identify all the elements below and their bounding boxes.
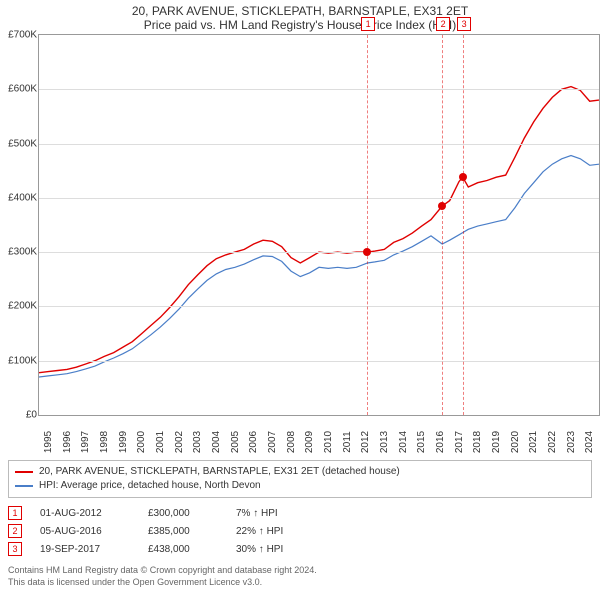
- y-axis-label: £0: [1, 410, 37, 421]
- legend-swatch: [15, 471, 33, 473]
- x-axis-label: 2005: [230, 431, 241, 453]
- y-axis-label: £600K: [1, 84, 37, 95]
- footer-attribution: Contains HM Land Registry data © Crown c…: [8, 564, 592, 588]
- sale-marker-box: 2: [436, 17, 450, 31]
- page-title: 20, PARK AVENUE, STICKLEPATH, BARNSTAPLE…: [0, 0, 600, 18]
- legend-row: HPI: Average price, detached house, Nort…: [15, 479, 585, 493]
- sale-marker-line: [442, 35, 443, 415]
- y-gridline: [39, 198, 599, 199]
- x-axis-label: 2001: [155, 431, 166, 453]
- sale-marker-line: [367, 35, 368, 415]
- page-subtitle: Price paid vs. HM Land Registry's House …: [0, 18, 600, 34]
- x-axis-label: 2003: [192, 431, 203, 453]
- sale-marker-box: 1: [361, 17, 375, 31]
- x-axis-label: 1998: [99, 431, 110, 453]
- sales-table: 1 01-AUG-2012 £300,000 7% ↑ HPI 2 05-AUG-2016…: [8, 504, 592, 558]
- series-property: [39, 87, 599, 373]
- x-axis-label: 2014: [398, 431, 409, 453]
- x-axis-label: 2007: [267, 431, 278, 453]
- sales-pct: 7% ↑ HPI: [236, 508, 336, 519]
- sales-marker-number: 2: [8, 524, 22, 538]
- x-axis-label: 2009: [304, 431, 315, 453]
- sales-pct: 30% ↑ HPI: [236, 544, 336, 555]
- sales-date: 19-SEP-2017: [40, 544, 130, 555]
- legend-swatch: [15, 485, 33, 487]
- x-axis-label: 2016: [435, 431, 446, 453]
- chart-lines: [39, 35, 599, 415]
- x-axis-label: 2000: [136, 431, 147, 453]
- y-axis-label: £700K: [1, 30, 37, 41]
- sales-row: 2 05-AUG-2016 £385,000 22% ↑ HPI: [8, 522, 592, 540]
- price-chart: £0£100K£200K£300K£400K£500K£600K£700K199…: [38, 34, 600, 416]
- sale-marker-line: [463, 35, 464, 415]
- x-axis-label: 2012: [360, 431, 371, 453]
- sales-pct: 22% ↑ HPI: [236, 526, 336, 537]
- x-axis-label: 1996: [62, 431, 73, 453]
- x-axis-label: 1997: [80, 431, 91, 453]
- y-axis-label: £300K: [1, 247, 37, 258]
- sale-marker-dot: [459, 173, 467, 181]
- footer-line1: Contains HM Land Registry data © Crown c…: [8, 564, 592, 576]
- sales-marker-number: 3: [8, 542, 22, 556]
- sales-price: £300,000: [148, 508, 218, 519]
- x-axis-label: 2015: [416, 431, 427, 453]
- y-axis-label: £200K: [1, 301, 37, 312]
- sales-date: 05-AUG-2016: [40, 526, 130, 537]
- sale-marker-dot: [438, 202, 446, 210]
- sales-date: 01-AUG-2012: [40, 508, 130, 519]
- x-axis-label: 2002: [174, 431, 185, 453]
- y-axis-label: £100K: [1, 355, 37, 366]
- x-axis-label: 2013: [379, 431, 390, 453]
- x-axis-label: 2019: [491, 431, 502, 453]
- x-axis-label: 2017: [454, 431, 465, 453]
- sales-marker-number: 1: [8, 506, 22, 520]
- legend-label: 20, PARK AVENUE, STICKLEPATH, BARNSTAPLE…: [39, 465, 400, 479]
- x-axis-label: 2020: [510, 431, 521, 453]
- legend: 20, PARK AVENUE, STICKLEPATH, BARNSTAPLE…: [8, 460, 592, 498]
- x-axis-label: 1999: [118, 431, 129, 453]
- y-axis-label: £500K: [1, 138, 37, 149]
- x-axis-label: 2008: [286, 431, 297, 453]
- legend-label: HPI: Average price, detached house, Nort…: [39, 479, 261, 493]
- y-gridline: [39, 361, 599, 362]
- sales-row: 3 19-SEP-2017 £438,000 30% ↑ HPI: [8, 540, 592, 558]
- x-axis-label: 1995: [43, 431, 54, 453]
- x-axis-label: 2011: [342, 431, 353, 453]
- sales-price: £438,000: [148, 544, 218, 555]
- sale-marker-box: 3: [457, 17, 471, 31]
- y-gridline: [39, 306, 599, 307]
- x-axis-label: 2022: [547, 431, 558, 453]
- y-gridline: [39, 252, 599, 253]
- legend-row: 20, PARK AVENUE, STICKLEPATH, BARNSTAPLE…: [15, 465, 585, 479]
- x-axis-label: 2024: [584, 431, 595, 453]
- x-axis-label: 2010: [323, 431, 334, 453]
- y-axis-label: £400K: [1, 192, 37, 203]
- x-axis-label: 2018: [472, 431, 483, 453]
- y-gridline: [39, 144, 599, 145]
- sales-price: £385,000: [148, 526, 218, 537]
- series-hpi: [39, 156, 599, 378]
- y-gridline: [39, 89, 599, 90]
- sales-row: 1 01-AUG-2012 £300,000 7% ↑ HPI: [8, 504, 592, 522]
- x-axis-label: 2023: [566, 431, 577, 453]
- footer-line2: This data is licensed under the Open Gov…: [8, 576, 592, 588]
- x-axis-label: 2006: [248, 431, 259, 453]
- x-axis-label: 2004: [211, 431, 222, 453]
- x-axis-label: 2021: [528, 431, 539, 453]
- sale-marker-dot: [363, 248, 371, 256]
